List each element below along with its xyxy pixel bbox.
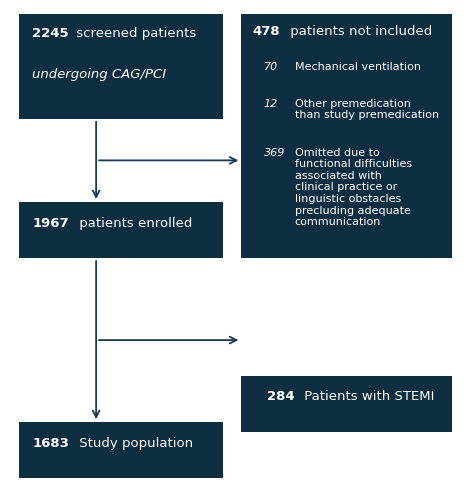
Text: 478: 478: [253, 25, 281, 39]
Text: 70: 70: [264, 62, 278, 72]
Text: patients enrolled: patients enrolled: [75, 216, 192, 229]
Text: 12: 12: [264, 99, 278, 108]
Text: screened patients: screened patients: [72, 27, 196, 40]
FancyBboxPatch shape: [241, 15, 452, 259]
Text: Study population: Study population: [75, 436, 193, 449]
Text: 284: 284: [267, 389, 294, 403]
Text: Patients with STEMI: Patients with STEMI: [300, 389, 435, 403]
Text: 1683: 1683: [33, 436, 69, 449]
FancyBboxPatch shape: [18, 15, 223, 120]
Text: Omitted due to
functional difficulties
associated with
clinical practice or
ling: Omitted due to functional difficulties a…: [295, 147, 412, 227]
Text: patients not included: patients not included: [286, 25, 432, 39]
Text: Other premedication
than study premedication: Other premedication than study premedica…: [295, 99, 439, 120]
Text: 2245: 2245: [33, 27, 69, 40]
Text: undergoing CAG/PCI: undergoing CAG/PCI: [33, 68, 166, 81]
FancyBboxPatch shape: [18, 203, 223, 259]
Text: Mechanical ventilation: Mechanical ventilation: [295, 62, 420, 72]
Text: 369: 369: [264, 147, 285, 157]
Text: 1967: 1967: [33, 216, 69, 229]
FancyBboxPatch shape: [241, 376, 452, 432]
FancyBboxPatch shape: [18, 422, 223, 478]
